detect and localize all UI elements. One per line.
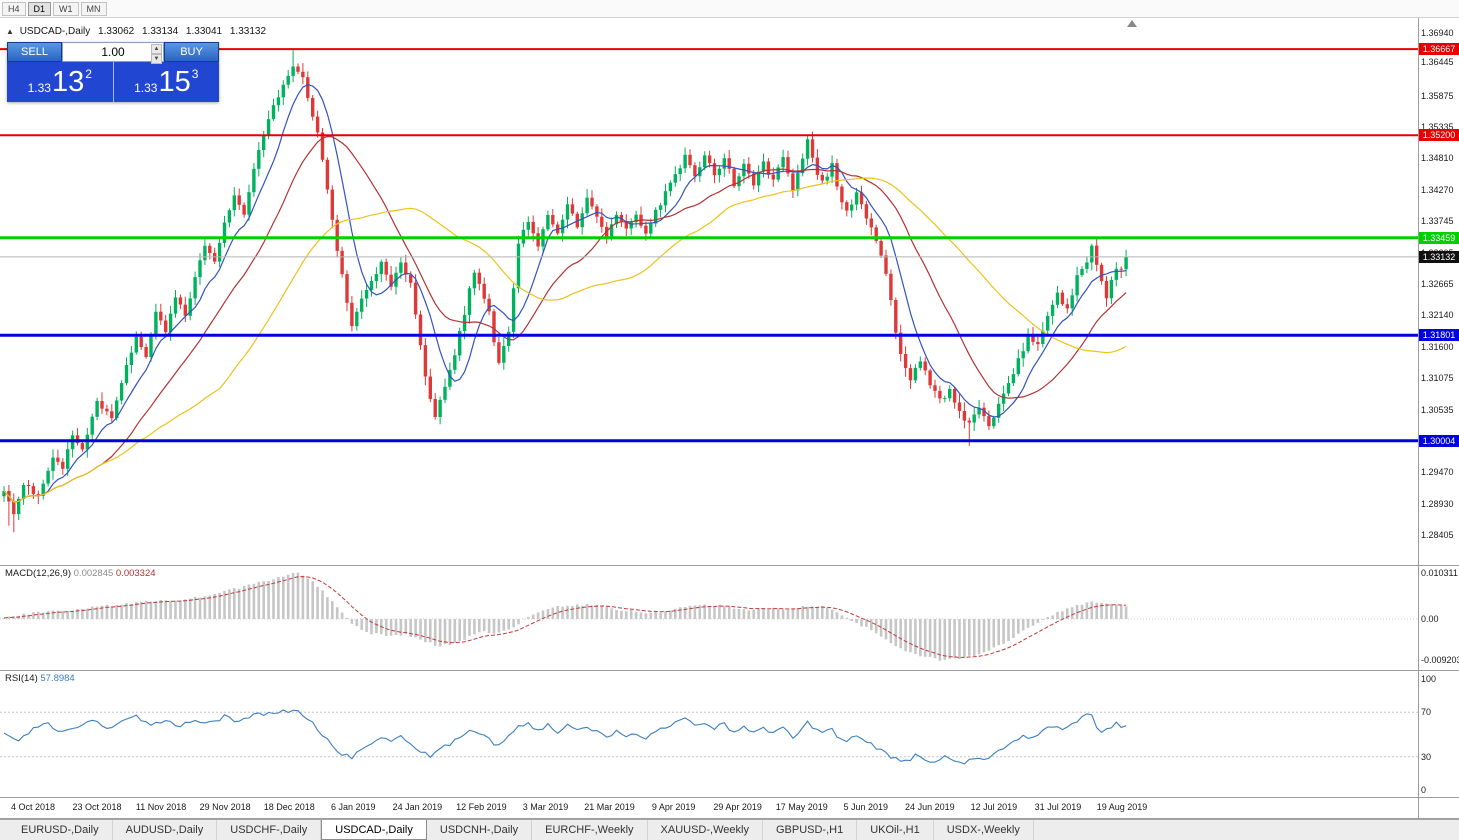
macd-name: MACD(12,26,9) (5, 568, 71, 579)
chart-tab-gbpusd[interactable]: GBPUSD-,H1 (763, 820, 858, 840)
ma-mid (3, 135, 1127, 503)
timeframe-button-mn[interactable]: MN (80, 1, 107, 16)
buy-price-display[interactable]: 1.33 15 3 (114, 62, 220, 102)
chart-tab-audusd[interactable]: AUDUSD-,Daily (113, 820, 218, 840)
otp-prices-row: 1.33 13 2 1.33 15 3 (7, 62, 219, 102)
macd-main-value: 0.002845 (73, 568, 114, 579)
moving-averages-group (3, 83, 1127, 503)
chart-tab-eurusd[interactable]: EURUSD-,Daily (8, 820, 113, 840)
timeframe-toolbar: H4 D1 W1 MN (0, 0, 1459, 18)
ohlc-close: 1.33132 (229, 26, 267, 37)
volume-spinner: ▲ ▼ (151, 44, 162, 64)
macd-signal-value: 0.003324 (115, 568, 156, 579)
buy-price-point: 3 (191, 67, 199, 81)
chart-tab-usdcad[interactable]: USDCAD-,Daily (321, 820, 427, 840)
macd-histogram-group (2, 572, 1128, 661)
sell-price-pips: 13 (51, 66, 85, 98)
rsi-line (3, 709, 1127, 765)
support-resistance-lines[interactable] (0, 48, 1418, 443)
buy-price-pips: 15 (158, 66, 191, 98)
chart-shift-marker-icon (1127, 20, 1137, 27)
candles-group (2, 50, 1128, 533)
macd-signal-line (3, 576, 1127, 658)
chart-tab-xauusd[interactable]: XAUUSD-,Weekly (648, 820, 763, 840)
buy-price-prefix: 1.33 (134, 81, 158, 95)
volume-decrease-icon[interactable]: ▼ (151, 54, 162, 64)
ohlc-open: 1.33062 (98, 26, 135, 37)
sell-price-display[interactable]: 1.33 13 2 (7, 62, 114, 102)
sell-price-point: 2 (85, 67, 92, 81)
chart-tab-usdchf[interactable]: USDCHF-,Daily (217, 820, 322, 840)
ma-slow (3, 177, 1127, 503)
chart-tab-ukoil[interactable]: UKOil-,H1 (857, 820, 934, 840)
one-click-trading-panel: SELL 1.00 ▲ ▼ BUY 1.33 13 2 1.33 15 3 (7, 42, 219, 102)
chart-tab-eurchf[interactable]: EURCHF-,Weekly (532, 820, 648, 840)
ma-fast (3, 83, 1127, 503)
sell-price-prefix: 1.33 (27, 81, 51, 95)
collapse-icon[interactable]: ▲ (6, 27, 14, 36)
buy-button[interactable]: BUY (164, 42, 219, 62)
rsi-value: 57.8984 (40, 673, 75, 684)
volume-increase-icon[interactable]: ▲ (151, 44, 162, 54)
macd-indicator-label: MACD(12,26,9) 0.002845 0.003324 (5, 568, 156, 579)
rsi-name: RSI(14) (5, 673, 38, 684)
volume-value: 1.00 (101, 45, 125, 59)
timeframe-button-w1[interactable]: W1 (53, 1, 79, 16)
rsi-indicator-label: RSI(14) 57.8984 (5, 673, 75, 684)
ohlc-low: 1.33041 (185, 26, 223, 37)
volume-field[interactable]: 1.00 ▲ ▼ (62, 42, 164, 64)
chart-tab-bar: EURUSD-,Daily AUDUSD-,Daily USDCHF-,Daily U… (0, 819, 1459, 840)
symbol-title: USDCAD-,Daily (19, 26, 91, 37)
timeframe-button-h4[interactable]: H4 (2, 1, 26, 16)
chart-title: ▲ USDCAD-,Daily 1.33062 1.33134 1.33041 … (6, 26, 266, 37)
otp-controls-row: SELL 1.00 ▲ ▼ BUY (7, 42, 219, 64)
sell-button[interactable]: SELL (7, 42, 62, 62)
timeframe-button-d1[interactable]: D1 (27, 1, 52, 16)
chart-tab-usdcnh[interactable]: USDCNH-,Daily (427, 820, 533, 840)
ohlc-high: 1.33134 (141, 26, 179, 37)
chart-tab-usdx[interactable]: USDX-,Weekly (934, 820, 1034, 840)
